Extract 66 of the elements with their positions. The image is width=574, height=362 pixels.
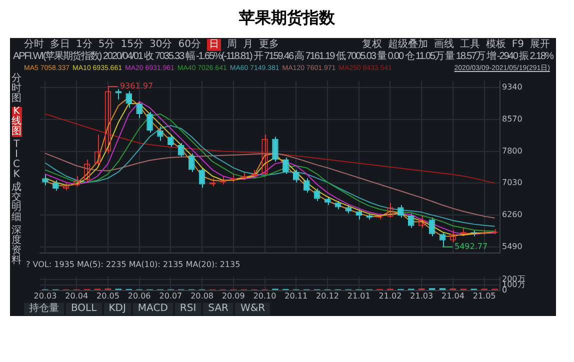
text: ? VOL: 1935 MA(5): 2235 MA(10): 2135 MA(20): 2135 [26, 260, 240, 270]
text: 工具 [460, 39, 480, 51]
x-tick-label: 20.07 [159, 291, 182, 300]
x-tick-label: 20.11 [284, 291, 308, 300]
text: RSI [174, 303, 202, 315]
text: 深度资料 [12, 225, 22, 266]
x-tick-label: 20.09 [222, 291, 245, 300]
text: 分时图 [12, 73, 22, 104]
text: BOLL [66, 303, 102, 315]
y-tick-label: 9340 [502, 82, 522, 92]
x-tick-label: 21.03 [410, 291, 434, 300]
x-tick-label: 20.03 [34, 291, 57, 300]
candlestick [188, 152, 195, 172]
text: 月 [242, 39, 253, 51]
x-tick-label: 20.12 [316, 291, 339, 300]
x-tick-label: 20.04 [65, 291, 88, 300]
text: 更多 [258, 39, 279, 51]
text: 超级叠加 [388, 39, 428, 51]
text: 周 [226, 39, 237, 51]
text: 5分 [98, 39, 115, 51]
x-tick-label: 21.02 [378, 291, 402, 300]
text: W&R [235, 303, 270, 315]
candlestick [146, 111, 153, 134]
candlestick [42, 174, 48, 186]
candlestick [272, 136, 278, 162]
annotation: 5492.77 [454, 242, 488, 251]
x-tick-label: 20.05 [96, 291, 120, 300]
text: KDJ [104, 303, 131, 315]
text: 持仓量 [24, 303, 64, 315]
text: APFI.WI(苹果期货指数) 2020/04/01 收 7035.33 幅 -1.65%(-118.81) 开 7159.46 高 7161.19 低 7005.03 量 0.00 仓 11.05万 量 18.57万 增 -2940 振 2.18% [13, 51, 553, 63]
text: 30分 [149, 39, 172, 51]
text: TICK [13, 139, 20, 180]
text: 展开 [530, 39, 550, 51]
text: 复权 [362, 39, 382, 51]
x-tick-label: 20.08 [190, 291, 214, 300]
chart-title: 苹果期货指数 [238, 8, 336, 29]
text: 60分 [178, 39, 201, 51]
x-tick-label: 20.10 [253, 291, 276, 300]
annotation: 9361.97 [120, 82, 154, 91]
candlestick [282, 156, 289, 175]
text: 日 [206, 39, 221, 51]
candlestick [198, 167, 206, 188]
candlestick [439, 232, 446, 248]
text: F9 [512, 39, 524, 51]
text: 15分 [120, 39, 144, 51]
x-tick-label: 21.04 [442, 291, 464, 300]
text: 画线 [434, 39, 454, 51]
y-tick-label: 7800 [502, 146, 522, 156]
candlestick [157, 126, 164, 142]
y-tick-label: 8570 [502, 114, 522, 124]
text: 分时 [24, 39, 44, 51]
candlestick [314, 188, 320, 202]
text: 模板 [486, 39, 506, 51]
text: 1分 [76, 39, 92, 50]
candlestick [356, 208, 362, 220]
text: 成交明细 [12, 182, 22, 223]
text: 多日 [50, 39, 70, 50]
text: SAR [203, 303, 234, 315]
y-tick-label: 6260 [502, 210, 522, 220]
text: MACD [132, 303, 173, 315]
candlestick [428, 217, 436, 237]
x-tick-label: 21.01 [347, 291, 370, 300]
y-tick-label: 7030 [502, 178, 522, 188]
x-tick-label: 20.06 [128, 291, 151, 300]
x-tick-label: 21.05 [472, 291, 496, 300]
y-tick-label: 5490 [502, 242, 522, 252]
